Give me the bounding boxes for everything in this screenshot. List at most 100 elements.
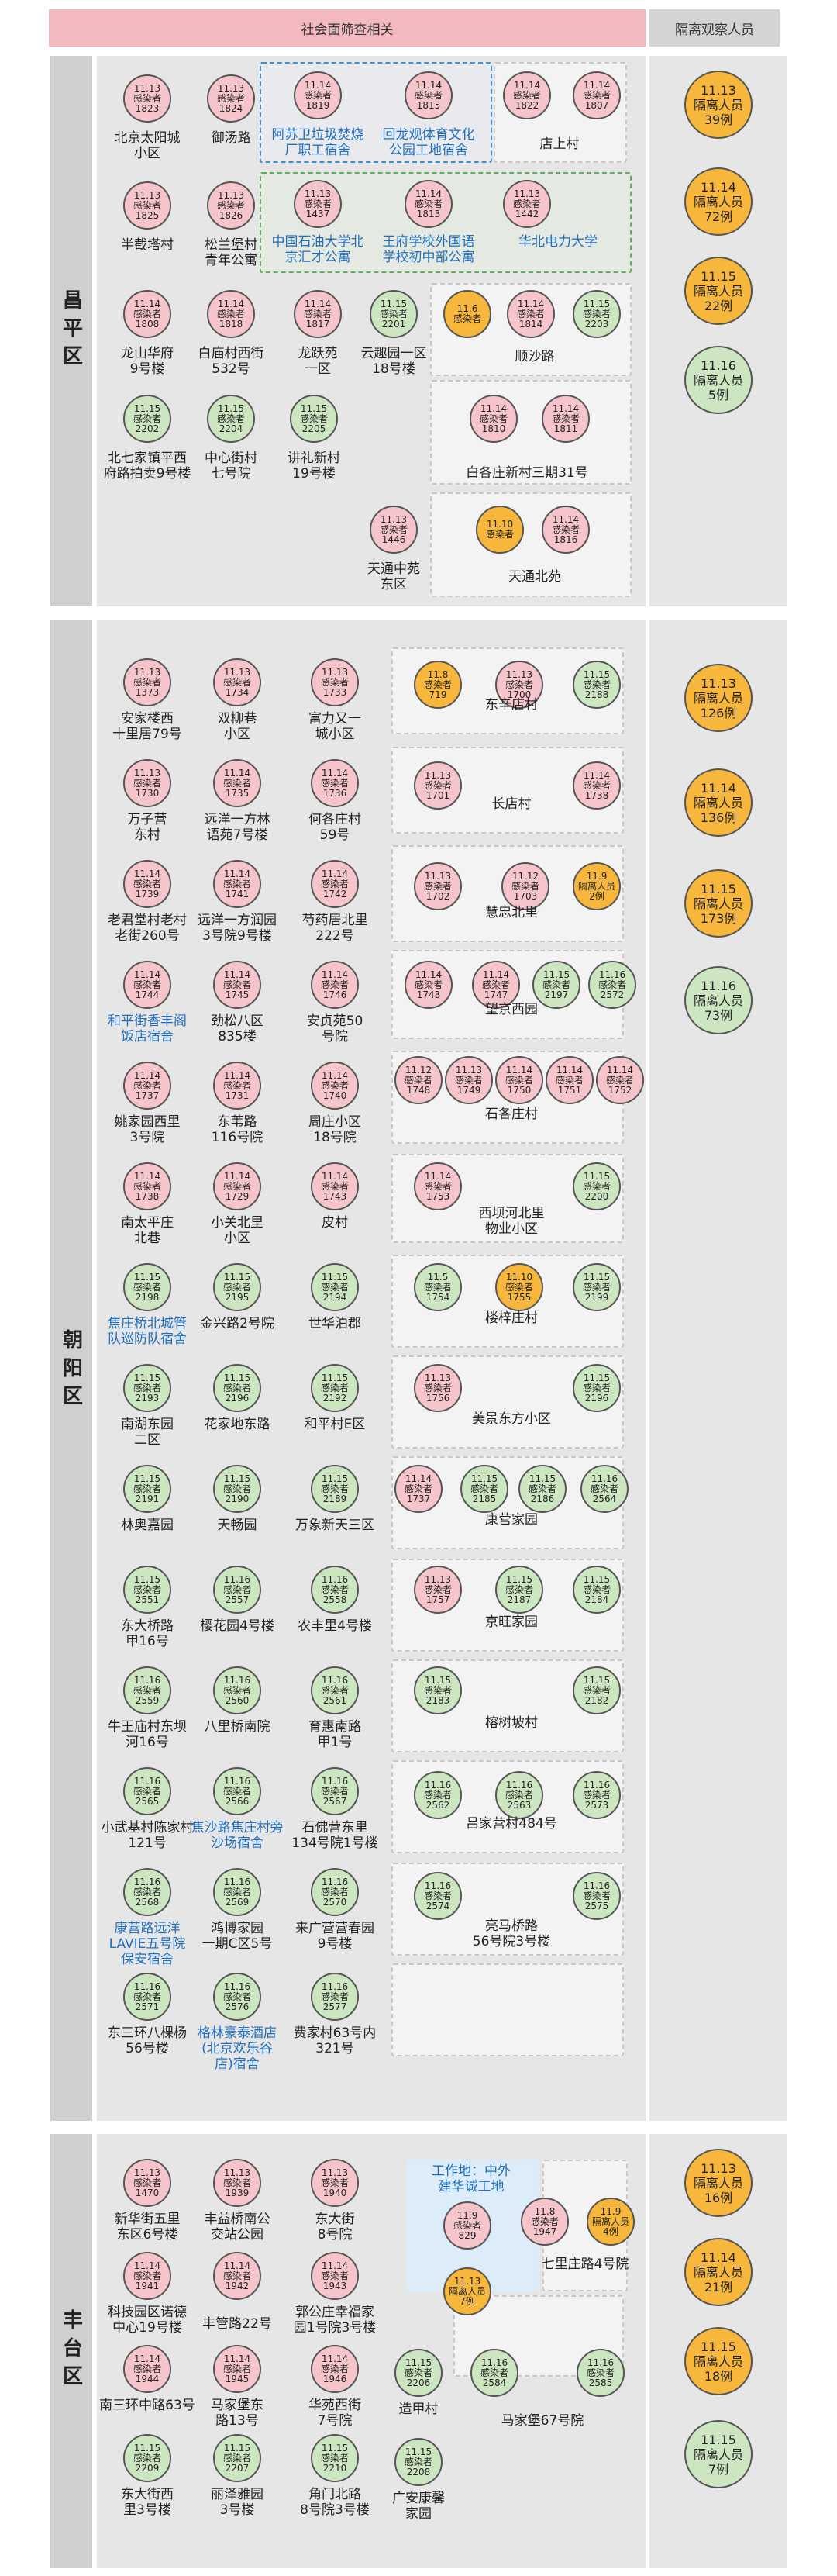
isolation-circle: 11.16 隔离人员 5例 [684,346,753,414]
case-circle: 11.15 感染者 2186 [518,1465,567,1513]
case-circle: 11.14 感染者 1731 [213,1062,261,1110]
location-label: 中国石油大学北 京汇才公寓 [271,234,364,265]
location-label: 劲松八区 835楼 [211,1013,264,1045]
location-label: 南太平庄 北巷 [121,1215,174,1246]
case-circle: 11.16 感染者 2563 [495,1771,543,1819]
location-label: 阿苏卫垃圾焚烧 厂职工宿舍 [271,127,364,158]
location-label: 中心街村 七号院 [205,451,257,482]
case-circle: 11.14 感染者 1808 [123,290,171,338]
case-circle: 11.16 感染者 2576 [213,1973,261,2021]
case-circle: 11.14 感染者 1738 [573,761,621,810]
case-circle: 11.15 感染者 2206 [394,2349,443,2397]
case-circle: 11.14 感染者 1941 [123,2252,171,2300]
case-circle: 11.13 感染者 1437 [294,180,342,228]
case-circle: 11.14 感染者 1750 [495,1056,543,1104]
case-circle: 11.15 感染者 2195 [213,1263,261,1311]
case-circle: 11.9 隔离人员 2例 [573,862,621,910]
case-circle: 11.14 感染者 1813 [405,180,453,228]
case-circle: 11.8 感染者 1947 [521,2198,569,2246]
case-circle: 11.15 感染者 2192 [311,1364,359,1412]
case-circle: 11.14 感染者 1753 [414,1162,462,1210]
case-circle: 11.16 感染者 2573 [573,1771,621,1819]
case-circle: 11.16 感染者 2565 [123,1767,171,1815]
case-circle: 11.16 感染者 2562 [414,1771,462,1819]
case-circle: 11.14 感染者 1944 [123,2345,171,2393]
case-circle: 11.13 感染者 1702 [414,862,462,910]
location-label: 马家堡东 路13号 [211,2398,264,2429]
location-label: 南三环中路63号 [99,2398,195,2413]
case-circle: 11.13 隔离人员 7例 [443,2267,491,2315]
case-circle: 11.14 感染者 1737 [394,1465,443,1513]
location-label: 白各庄新村三期31号 [466,465,588,481]
group-box [391,1963,624,2056]
location-label: 姚家园西里 3号院 [114,1114,181,1145]
case-circle: 11.16 感染者 2584 [470,2349,518,2397]
group-box [430,380,632,485]
case-circle: 11.14 感染者 1739 [123,860,171,908]
location-label: 康营路远洋 LAVIE五号院 保安宿舍 [108,1921,186,1967]
case-circle: 11.16 感染者 2558 [311,1566,359,1614]
location-label: 双柳巷 小区 [217,711,257,742]
location-label: 何各庄村 59号 [308,812,361,843]
case-circle: 11.15 感染者 2202 [123,395,171,443]
location-label: 郭公庄幸福家 园1号院3号楼 [293,2305,377,2336]
case-circle: 11.14 感染者 1738 [123,1162,171,1210]
location-label: 楼梓庄村 [485,1310,538,1326]
header-social-screening: 社会面筛查相关 [49,9,646,47]
case-circle: 11.15 感染者 2190 [213,1465,261,1513]
location-label: 东辛店村 [485,697,538,713]
location-label: 鸿博家园 一期C区5号 [202,1921,273,1952]
location-label: 远洋一方林 语苑7号楼 [204,812,270,843]
isolation-circle: 11.14 隔离人员 136例 [684,768,753,837]
district-fengtai: 丰台区 [50,2134,92,2568]
case-circle: 11.14 感染者 1741 [213,860,261,908]
case-circle: 11.14 感染者 1746 [311,961,359,1009]
location-label: 华苑西街 7号院 [308,2398,361,2429]
location-label: 西坝河北里 物业小区 [478,1206,545,1237]
location-label: 万象新天三区 [295,1518,374,1533]
case-circle: 11.14 感染者 1946 [311,2345,359,2393]
case-circle: 11.15 感染者 2194 [311,1263,359,1311]
location-label: 老君堂村老村 老街260号 [108,913,187,944]
case-circle: 11.15 感染者 2207 [213,2434,261,2482]
case-circle: 11.16 感染者 2574 [414,1872,462,1920]
case-circle: 11.15 感染者 2208 [394,2438,443,2486]
location-label: 远洋一方润园 3号院9号楼 [198,913,277,944]
location-label: 费家村63号内 321号 [293,2025,377,2056]
case-circle: 11.16 感染者 2560 [213,1666,261,1714]
location-label: 亮马桥路 56号院3号楼 [472,1918,551,1949]
case-circle: 11.13 感染者 1940 [311,2159,359,2207]
case-circle: 11.15 感染者 2204 [207,395,255,443]
case-circle: 11.14 感染者 1751 [546,1056,594,1104]
case-circle: 11.16 感染者 2577 [311,1973,359,2021]
location-label: 龙跃苑 一区 [298,346,338,377]
location-label: 育惠南路 甲1号 [308,1719,361,1750]
case-circle: 11.15 感染者 2197 [532,961,580,1009]
location-label: 富力又一 城小区 [308,711,361,742]
location-label: 樱花园4号楼 [200,1618,274,1634]
isolation-circle: 11.14 隔离人员 21例 [684,2238,753,2306]
case-circle: 11.13 感染者 1823 [123,74,171,123]
case-circle: 11.15 感染者 2196 [573,1364,621,1412]
location-label: 周庄小区 18号院 [308,1114,361,1145]
case-circle: 11.16 感染者 2575 [573,1872,621,1920]
case-circle: 11.13 感染者 1825 [123,181,171,230]
location-label: 格林豪泰酒店 (北京欢乐谷 店)宿舍 [198,2025,277,2072]
case-circle: 11.14 感染者 1811 [542,395,590,443]
case-circle: 11.13 感染者 1701 [414,761,462,810]
case-circle: 11.16 感染者 2566 [213,1767,261,1815]
case-circle: 11.15 感染者 2187 [495,1566,543,1614]
case-circle: 11.15 感染者 2185 [460,1465,508,1513]
case-circle: 11.14 感染者 1945 [213,2345,261,2393]
case-circle: 11.12 感染者 1703 [501,862,549,910]
location-label: 天畅园 [217,1518,257,1533]
case-circle: 11.15 感染者 2201 [370,290,418,338]
case-circle: 11.16 感染者 2561 [311,1666,359,1714]
location-label: 东苇路 116号院 [211,1114,264,1145]
case-circle: 11.14 感染者 1743 [405,961,453,1009]
case-circle: 11.14 感染者 1816 [542,506,590,554]
location-label: 王府学校外国语 学校初中部公寓 [382,234,475,265]
location-label: 松兰堡村 青年公寓 [205,237,257,268]
case-circle: 11.15 感染者 2189 [311,1465,359,1513]
case-circle: 11.15 感染者 2196 [213,1364,261,1412]
